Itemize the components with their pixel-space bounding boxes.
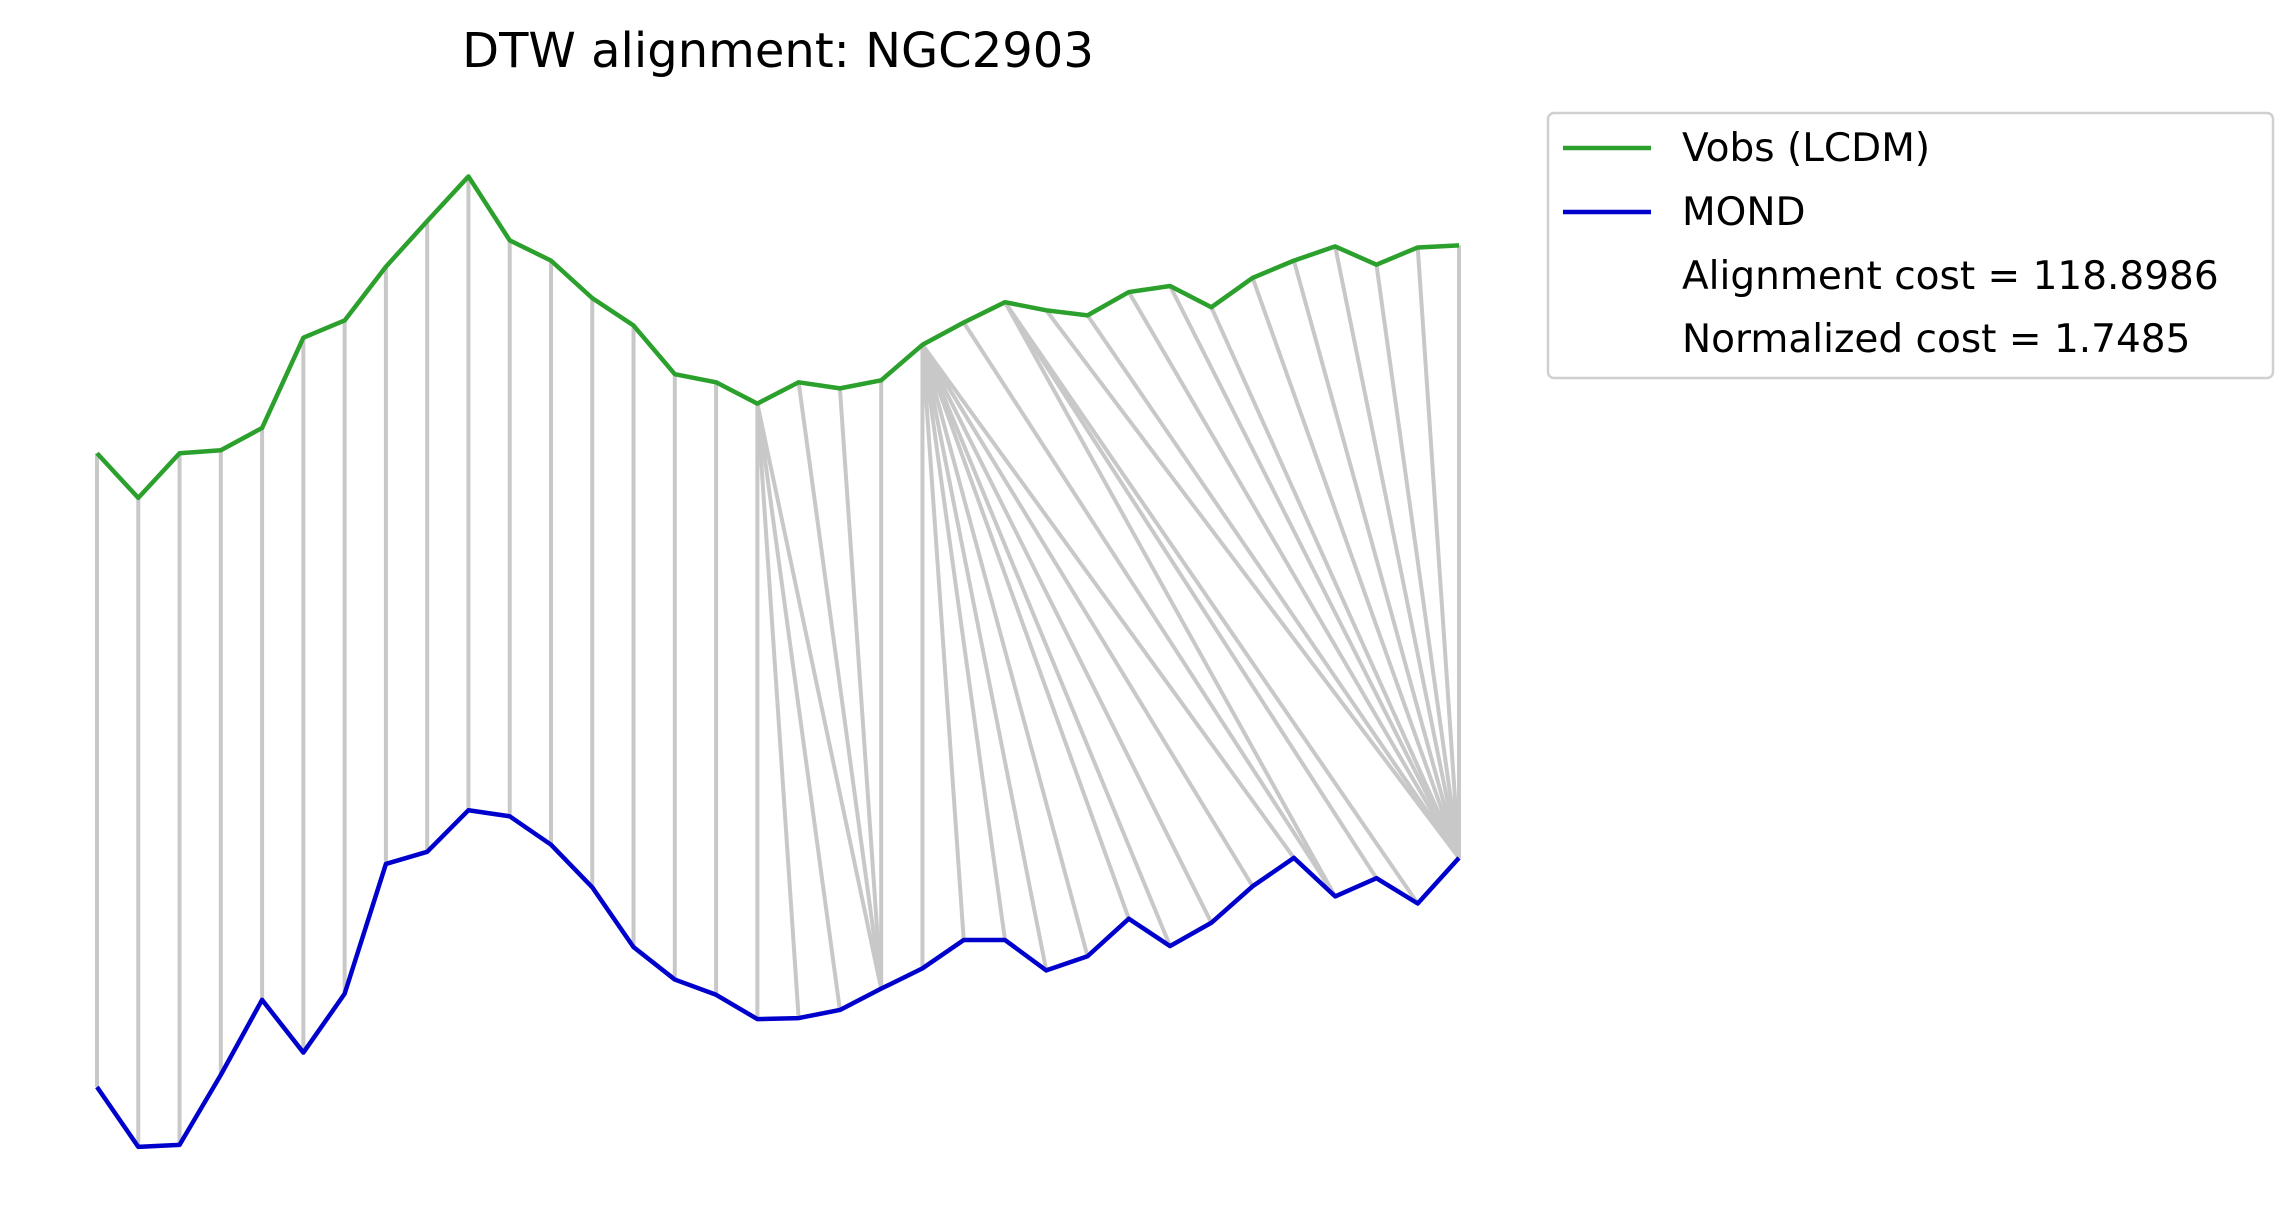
warping-line-37 (1044, 309, 1461, 860)
legend: Vobs (LCDM) MOND Alignment cost = 118.89… (1546, 111, 2275, 380)
chart-title: DTW alignment: NGC2903 (462, 23, 1094, 79)
warping-line-18 (755, 403, 842, 1011)
warping-line-19 (755, 403, 884, 990)
warping-line-24 (920, 344, 966, 941)
series-lines (95, 174, 1461, 1150)
warping-line-44 (1333, 246, 1461, 859)
warping-line-17 (755, 403, 801, 1019)
warping-line-41 (1209, 306, 1461, 859)
warping-line-40 (1168, 285, 1461, 859)
warping-line-31 (920, 343, 1255, 888)
warping-line-38 (1085, 314, 1461, 859)
legend-label-mond: MOND (1682, 190, 1806, 235)
legend-label-vobs: Vobs (LCDM) (1682, 126, 1930, 171)
warping-line-42 (1250, 277, 1461, 859)
warping-line-27 (920, 344, 1090, 957)
warping-line-20 (796, 382, 884, 989)
warping-line-43 (1291, 260, 1461, 859)
legend-frame (1546, 111, 2275, 380)
warping-line-32 (920, 343, 1296, 860)
warping-line-34 (1003, 301, 1337, 898)
legend-normalized-cost: Normalized cost = 1.7485 (1682, 317, 2190, 362)
warping-path-lines (95, 176, 1461, 1147)
warping-line-26 (920, 344, 1049, 971)
warping-line-33 (962, 321, 1337, 898)
series-line-mond (95, 807, 1461, 1150)
warping-line-39 (1127, 291, 1461, 859)
warping-line-46 (1415, 247, 1461, 859)
warping-line-29 (920, 344, 1172, 947)
warping-line-35 (1003, 301, 1379, 880)
warping-line-25 (920, 344, 1007, 941)
warping-line-21 (837, 388, 884, 989)
warping-line-45 (1374, 264, 1461, 859)
warping-line-28 (920, 344, 1131, 920)
warping-line-30 (920, 343, 1214, 924)
series-line-vobs (95, 174, 1460, 501)
legend-alignment-cost: Alignment cost = 118.8986 (1682, 254, 2219, 299)
warping-line-36 (1003, 301, 1420, 905)
